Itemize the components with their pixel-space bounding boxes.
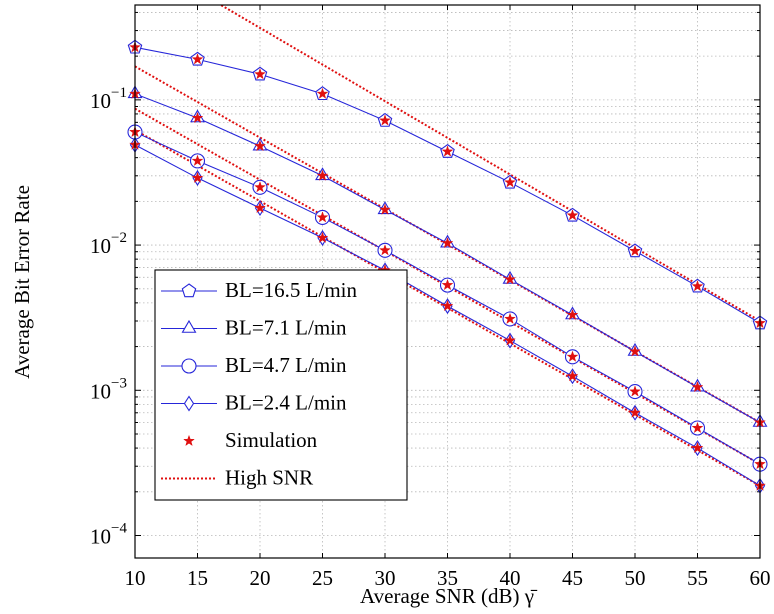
marker bbox=[691, 421, 704, 434]
marker bbox=[566, 308, 579, 321]
x-axis-label: Average SNR (dB) γ̄ bbox=[360, 584, 538, 608]
marker bbox=[181, 283, 197, 298]
marker bbox=[566, 369, 579, 382]
x-tick-label: 25 bbox=[312, 566, 333, 590]
marker bbox=[629, 345, 641, 357]
x-tick-label: 40 bbox=[500, 566, 521, 590]
marker bbox=[254, 68, 266, 80]
legend-label: BL=4.7 L/min bbox=[225, 353, 347, 377]
marker bbox=[254, 181, 266, 193]
marker bbox=[629, 244, 641, 257]
legend-item: BL=7.1 L/min bbox=[161, 315, 347, 339]
marker bbox=[316, 169, 329, 181]
y-tick-label: 10−1 bbox=[90, 85, 127, 112]
marker bbox=[181, 358, 197, 374]
plot-frame bbox=[134, 4, 761, 559]
y-tick-label: 10−4 bbox=[90, 521, 127, 548]
marker bbox=[316, 87, 329, 99]
x-tick-label: 35 bbox=[437, 566, 458, 590]
legend-item: High SNR bbox=[161, 465, 313, 489]
marker bbox=[629, 406, 641, 418]
legend-label: High SNR bbox=[225, 465, 313, 489]
legend-item: Simulation bbox=[183, 428, 318, 452]
marker bbox=[441, 236, 454, 249]
legend-box bbox=[154, 269, 408, 501]
y-tick-base: 10 bbox=[90, 379, 111, 403]
marker bbox=[379, 114, 391, 126]
marker bbox=[183, 434, 195, 447]
marker bbox=[504, 273, 516, 285]
marker bbox=[379, 244, 391, 256]
y-tick-base: 10 bbox=[90, 524, 111, 548]
marker bbox=[316, 231, 329, 243]
y-tick-exponent: −1 bbox=[111, 85, 127, 101]
y-axis-label: Average Bit Error Rate bbox=[10, 185, 34, 379]
x-tick-label: 10 bbox=[125, 566, 146, 590]
marker bbox=[181, 319, 197, 333]
marker bbox=[629, 385, 641, 397]
x-tick-label: 15 bbox=[187, 566, 208, 590]
marker bbox=[379, 203, 391, 215]
marker bbox=[566, 350, 579, 362]
y-tick-base: 10 bbox=[90, 234, 111, 258]
marker bbox=[504, 312, 516, 325]
legend-label: BL=2.4 L/min bbox=[225, 390, 347, 414]
marker bbox=[691, 380, 704, 393]
y-tick-base: 10 bbox=[90, 89, 111, 113]
marker bbox=[254, 139, 266, 152]
x-tick-label: 60 bbox=[750, 566, 771, 590]
marker bbox=[191, 171, 204, 183]
legend-label: BL=16.5 L/min bbox=[225, 278, 358, 302]
legend-item: BL=4.7 L/min bbox=[161, 353, 347, 377]
legend-item: BL=16.5 L/min bbox=[161, 278, 358, 302]
marker bbox=[191, 53, 204, 65]
legend-label: Simulation bbox=[225, 428, 318, 452]
marker bbox=[691, 441, 704, 454]
marker bbox=[504, 176, 516, 188]
legend-item: BL=2.4 L/min bbox=[161, 390, 347, 414]
marker bbox=[504, 334, 516, 346]
marker bbox=[566, 209, 579, 221]
x-tick-label: 45 bbox=[562, 566, 583, 590]
marker bbox=[691, 280, 704, 292]
legend-label: BL=7.1 L/min bbox=[225, 315, 347, 339]
marker bbox=[441, 299, 454, 312]
y-tick-label: 10−3 bbox=[90, 376, 127, 403]
x-tick-label: 30 bbox=[375, 566, 396, 590]
y-tick-exponent: −2 bbox=[111, 231, 127, 247]
marker bbox=[183, 395, 195, 412]
y-tick-exponent: −3 bbox=[111, 376, 127, 392]
high-snr-line bbox=[218, 5, 760, 322]
marker bbox=[316, 211, 329, 223]
marker bbox=[191, 154, 204, 166]
y-tick-exponent: −4 bbox=[111, 521, 127, 537]
y-tick-label: 10−2 bbox=[90, 231, 127, 258]
x-tick-label: 50 bbox=[625, 566, 646, 590]
x-tick-label: 55 bbox=[687, 566, 708, 590]
marker bbox=[254, 201, 266, 214]
marker bbox=[441, 145, 454, 157]
marker bbox=[191, 111, 204, 124]
x-tick-label: 20 bbox=[250, 566, 271, 590]
marker bbox=[441, 278, 454, 291]
